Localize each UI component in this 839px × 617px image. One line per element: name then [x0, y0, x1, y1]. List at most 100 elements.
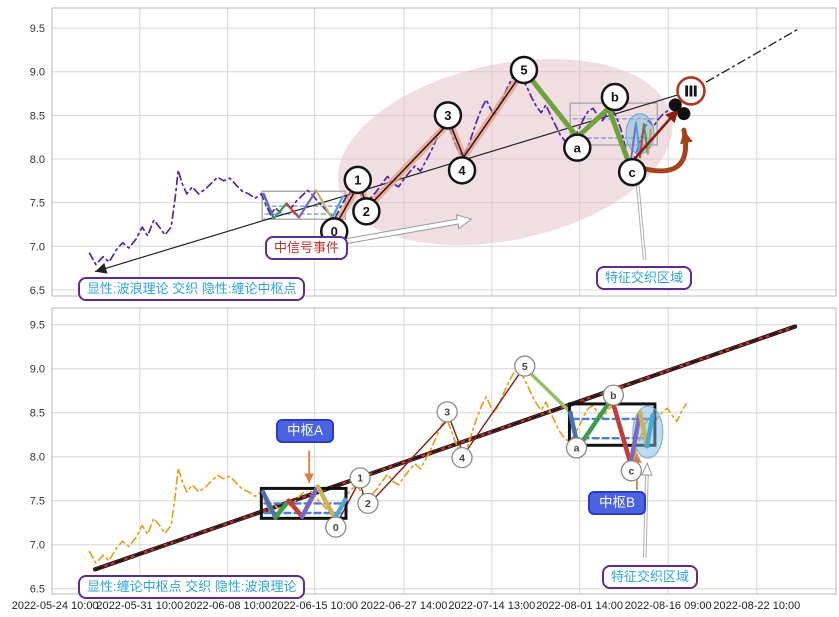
y-tick-label: 9.5	[30, 23, 45, 35]
pivot-box-a	[259, 486, 348, 520]
pivot-box-a-zigzag	[315, 484, 338, 521]
y-tick-label: 7.5	[30, 198, 45, 210]
pivot-b-button[interactable]: 中枢B	[588, 491, 647, 515]
pivot-box-1-zigzag	[297, 189, 318, 219]
arrowhead	[304, 473, 314, 484]
x-tick-label: 2022-05-31 10:00	[96, 600, 183, 612]
feature-zone-callout	[641, 461, 653, 476]
pivot-box-b-zigzag	[628, 410, 643, 467]
wave-marker-2: 2	[357, 492, 379, 515]
x-tick-label: 2022-06-27 14:00	[361, 600, 448, 612]
wave-marker-4: 4	[451, 446, 473, 469]
feature-zone-callout	[645, 469, 649, 558]
y-tick-label: 9.5	[30, 320, 45, 332]
pivot-box-b-zigzag	[644, 413, 655, 449]
y-tick-label: 8.5	[30, 408, 45, 420]
pivot-box-1-zigzag	[315, 189, 333, 220]
wave-marker-3: 3	[436, 401, 458, 423]
wave-marker-1: 1	[349, 467, 371, 489]
svg-text:c: c	[628, 466, 634, 478]
pivot-box-1-zigzag	[330, 195, 344, 220]
wave-marker-c: c	[620, 460, 643, 482]
pivot-box-b-zigzag	[575, 396, 615, 451]
y-tick-label: 8.5	[30, 110, 45, 122]
wave-marker-4: 4	[447, 156, 477, 185]
wave-marker-a: a	[565, 437, 588, 459]
feature-zone-label-bottom: 特征交织区域	[602, 565, 699, 589]
x-tick-label: 2022-05-24 10:00	[12, 600, 99, 612]
wave-marker-5: 5	[509, 55, 539, 85]
pivot-a-button[interactable]: 中枢A	[276, 419, 335, 443]
theory-label-bottom: 显性:缠论中枢点 交织 隐性:波浪理论	[78, 575, 306, 599]
arrowhead	[680, 130, 693, 145]
pivot-box-1-zigzag	[285, 202, 301, 219]
svg-text:3: 3	[444, 407, 450, 419]
x-tick-label: 2022-08-16 09:00	[625, 600, 712, 612]
x-tick-label: 2022-07-14 13:00	[448, 600, 535, 612]
wave-marker-0: 0	[325, 516, 347, 538]
signal-event-tag: 中信号事件	[265, 236, 349, 260]
panel-border	[51, 307, 837, 595]
pink-highlight-zone	[337, 58, 673, 246]
y-tick-label: 9.0	[30, 67, 45, 79]
pivot-box-a-zigzag	[299, 484, 321, 519]
svg-text:4: 4	[459, 452, 465, 464]
descent-green-line	[522, 365, 573, 415]
wave-theory-panel: 6.5 7.0 7.5 8.0 8.5 9.0 9.5 0 1 2 3 4 5 a b c Ⅲ	[30, 7, 837, 297]
x-tick-label: 2022-06-15 10:00	[271, 600, 358, 612]
pivot-box-1-zigzag	[262, 192, 275, 220]
pivot-box-a-zigzag	[260, 489, 278, 520]
signal-dot-2	[677, 107, 691, 121]
svg-text:1: 1	[354, 173, 361, 188]
trendline-projection	[690, 27, 801, 92]
theory-label-top: 显性:波浪理论 交织 隐性:缠论中枢点	[78, 277, 306, 301]
wave-marker-b: b	[600, 82, 630, 112]
feature-zigzag	[635, 121, 641, 159]
x-tick-label: 2022-08-22 10:00	[713, 600, 800, 612]
y-tick-label: 7.5	[30, 496, 45, 508]
wave-marker-5: 5	[514, 355, 536, 377]
y-tick-label: 8.0	[30, 154, 45, 166]
wave-marker-c: c	[617, 157, 647, 187]
svg-text:Ⅲ: Ⅲ	[684, 83, 698, 100]
trendline-dashdot	[94, 325, 797, 571]
arrowhead	[95, 262, 108, 274]
y-tick-label: 6.5	[30, 584, 45, 596]
y-tick-label: 8.0	[30, 452, 45, 464]
svg-text:2: 2	[365, 498, 371, 510]
y-tick-label: 6.5	[30, 285, 45, 297]
y-tick-label: 7.0	[30, 241, 45, 253]
arrowhead	[632, 453, 642, 463]
pivot-box-a-zigzag	[286, 498, 305, 519]
panel-border	[51, 7, 837, 297]
y-tick-label: 7.0	[30, 540, 45, 552]
price-line	[88, 70, 669, 266]
svg-text:b: b	[610, 390, 616, 402]
trend-direction-arrow	[341, 214, 473, 245]
wave-marker-a: a	[563, 133, 592, 162]
svg-text:0: 0	[333, 522, 339, 534]
abc-correction-line	[521, 67, 632, 166]
signal-dot-1	[668, 98, 682, 112]
wave-marker-1: 1	[343, 165, 373, 195]
impulse-wave-line	[334, 366, 525, 528]
wave-marker-Ⅲ: Ⅲ	[676, 76, 706, 106]
arrowhead	[665, 109, 679, 124]
svg-text:b: b	[611, 90, 619, 105]
pivot-box-a-zigzag	[273, 498, 292, 520]
wave-marker-b: b	[602, 384, 624, 406]
svg-text:c: c	[629, 165, 636, 180]
svg-text:a: a	[574, 140, 582, 155]
svg-text:4: 4	[458, 163, 466, 178]
svg-text:1: 1	[357, 473, 363, 485]
svg-text:5: 5	[522, 361, 528, 373]
wave-marker-3: 3	[433, 101, 463, 130]
feature-zone-callout	[637, 176, 647, 261]
svg-text:a: a	[574, 443, 580, 455]
feature-zigzag	[642, 123, 649, 155]
y-tick-label: 9.0	[30, 364, 45, 376]
svg-text:5: 5	[520, 63, 527, 78]
feature-zone-label-top: 特征交织区域	[596, 266, 693, 290]
